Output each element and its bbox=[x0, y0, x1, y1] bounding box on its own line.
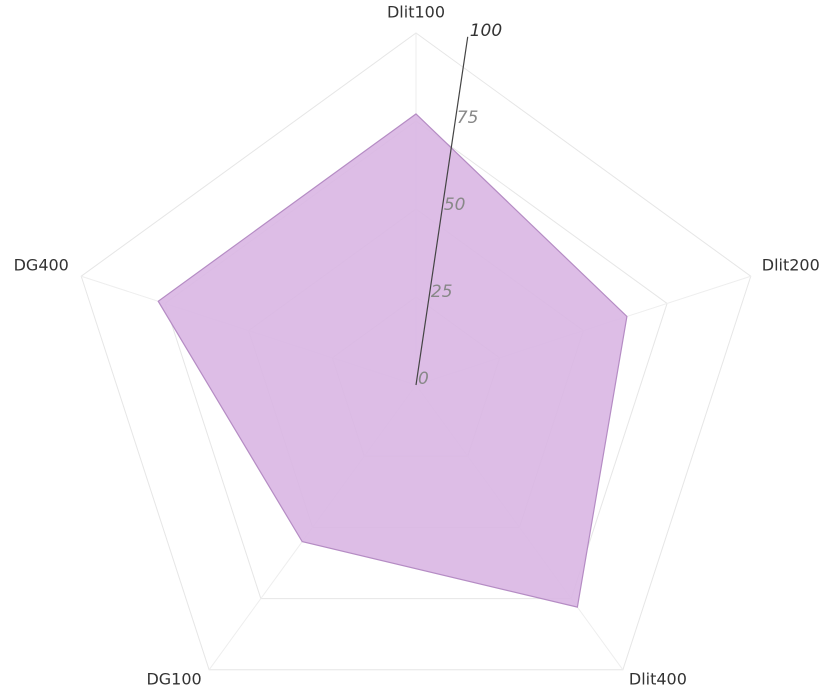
r-tick-label: 25 bbox=[431, 282, 453, 302]
r-tick-label: 50 bbox=[444, 195, 466, 215]
r-tick-label: 75 bbox=[457, 108, 479, 128]
category-label: Dlit200 bbox=[762, 256, 820, 275]
r-tick-label: 0 bbox=[418, 369, 429, 389]
r-tick-label: 100 bbox=[470, 21, 502, 41]
radial-axis bbox=[415, 36, 469, 386]
category-label: Dlit400 bbox=[629, 669, 687, 687]
category-label: Dlit100 bbox=[387, 3, 445, 22]
category-label: DG100 bbox=[146, 669, 201, 687]
category-label: DG400 bbox=[14, 256, 69, 275]
grid-ring bbox=[80, 32, 752, 671]
data-area bbox=[157, 113, 628, 608]
